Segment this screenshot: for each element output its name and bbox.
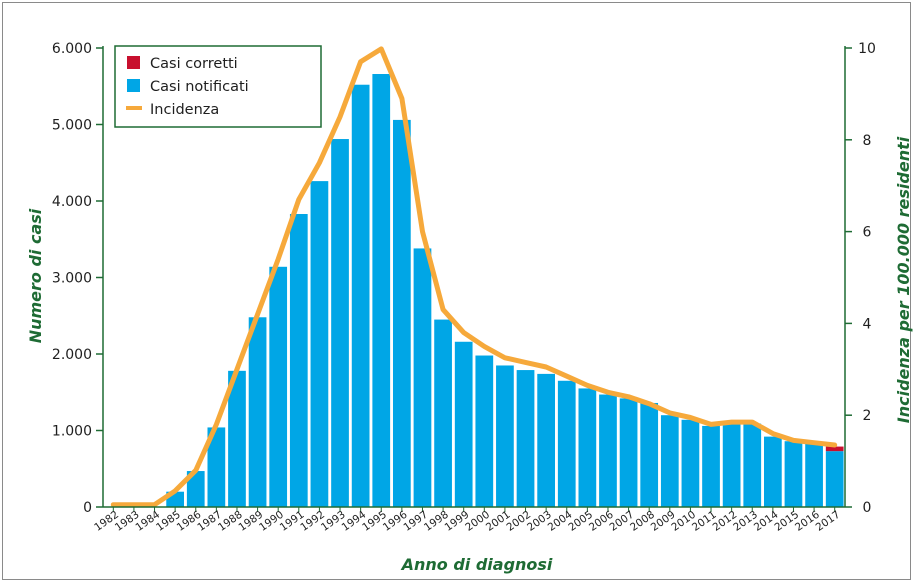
bar-casi-notificati-1988	[228, 370, 246, 507]
bar-casi-notificati-2011	[702, 425, 720, 507]
y-tick-label-right: 0	[863, 500, 872, 516]
legend-box	[114, 45, 322, 128]
bar-casi-notificati-1996	[392, 119, 411, 507]
bar-casi-notificati-1990	[269, 266, 288, 507]
bar-casi-corretti-2017	[825, 446, 844, 452]
y-tick-label-left: 2.000	[52, 347, 92, 363]
line-incidenza	[110, 46, 838, 508]
bar-casi-notificati-2010	[681, 419, 700, 507]
legend-label-casi-notificati: Casi notificati	[150, 79, 249, 95]
incidence-line-layer	[110, 46, 838, 508]
y-tick-label-right: 10	[858, 41, 876, 57]
bar-casi-notificati-2001	[496, 365, 514, 507]
bar-casi-notificati-2016	[805, 442, 823, 507]
legend-label-casi-corretti: Casi corretti	[150, 56, 238, 72]
bar-casi-notificati-2015	[784, 441, 803, 507]
y-tick-label-left: 3.000	[52, 271, 92, 287]
axes-layer: 0 1.000 2.000 3.000 4.000 5.000 6.000 0 2 4 6 8 10	[52, 41, 876, 516]
bar-casi-notificati-1993	[331, 139, 349, 507]
y-axis-label-left: Numero di casi	[26, 208, 45, 343]
y-tick-label-right: 4	[863, 316, 872, 332]
bar-casi-notificati-1992	[310, 181, 329, 508]
bar-casi-notificati-1994	[351, 84, 370, 507]
y-tick-label-left: 1.000	[52, 424, 92, 440]
y-tick-label-left: 6.000	[52, 41, 92, 57]
bar-casi-notificati-2003	[537, 373, 556, 507]
x-tick-labels: 1982198319841985198619871988198919901991…	[92, 507, 842, 534]
legend-swatch-casi-corretti	[127, 56, 140, 69]
bar-casi-notificati-2008	[640, 402, 659, 507]
bar-casi-notificati-1989	[248, 317, 267, 507]
x-tick-label: 2017	[814, 509, 843, 534]
bar-casi-notificati-2000	[475, 355, 494, 507]
bar-casi-notificati-2005	[578, 388, 597, 507]
legend-swatch-incidenza	[126, 106, 142, 110]
bar-casi-notificati-1998	[434, 319, 452, 507]
bar-casi-notificati-1991	[289, 214, 308, 507]
legend: Casi corretti Casi notificati Incidenza	[114, 45, 322, 128]
bar-casi-notificati-2014	[763, 436, 782, 507]
bar-casi-notificati-2004	[557, 380, 576, 507]
bar-casi-notificati-2002	[516, 370, 535, 507]
y-tick-label-right: 8	[863, 133, 872, 149]
bar-casi-notificati-2012	[722, 424, 741, 507]
x-axis-label: Anno di diagnosi	[400, 555, 553, 574]
bar-casi-notificati-2017	[825, 451, 844, 507]
legend-swatch-casi-notificati	[127, 79, 140, 92]
bar-casi-notificati-1995	[372, 74, 391, 507]
bar-casi-notificati-1997	[413, 248, 432, 507]
bar-casi-notificati-1987	[207, 427, 226, 507]
bar-casi-notificati-1986	[186, 471, 205, 507]
bar-casi-notificati-2013	[743, 423, 762, 507]
y-tick-label-right: 6	[863, 225, 872, 241]
y-tick-label-left: 0	[83, 500, 92, 516]
y-tick-label-right: 2	[863, 408, 872, 424]
legend-label-incidenza: Incidenza	[150, 102, 219, 118]
bar-casi-notificati-2007	[619, 398, 638, 507]
y-axis-label-right: Incidenza per 100.000 residenti	[894, 136, 913, 423]
bar-casi-notificati-1999	[454, 341, 473, 507]
bar-casi-notificati-2009	[660, 415, 679, 507]
bars-layer	[166, 74, 844, 508]
y-tick-label-left: 5.000	[52, 118, 92, 134]
bar-casi-notificati-2006	[599, 394, 617, 507]
y-tick-label-left: 4.000	[52, 194, 92, 210]
